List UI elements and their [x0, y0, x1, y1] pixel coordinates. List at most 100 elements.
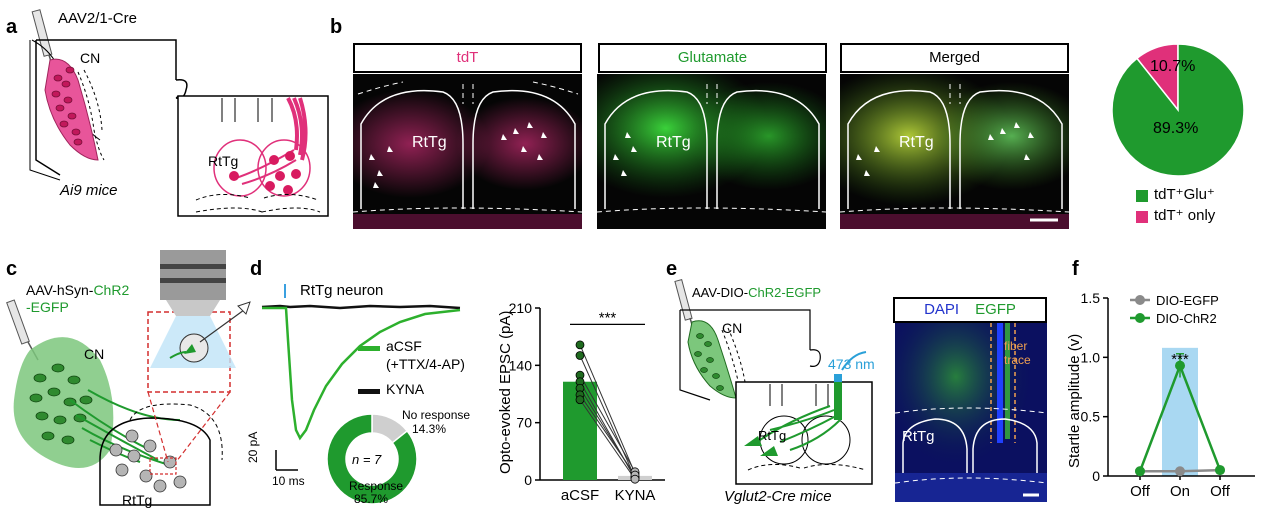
stain-label-dapi: DAPI: [924, 301, 960, 318]
stain-label-box: DAPI EGFP: [893, 297, 1047, 323]
bar-chart-ylabel: Opto-evoked EPSC (pA): [497, 310, 514, 474]
bar-category-label: KYNA: [615, 487, 656, 504]
panel-c-virus-colored: ChR2: [93, 282, 130, 298]
panel-a-schematic: [29, 9, 329, 217]
bar-y-tick-label: 140: [509, 357, 533, 373]
panel-c-virus-line2: -EGFP: [26, 299, 69, 315]
significance-stars-f: ***: [1171, 351, 1189, 368]
panel-c-schematic: [6, 250, 251, 506]
micrograph-tdt-region-label: RtTg: [412, 134, 447, 151]
data-point-acsf: [575, 340, 585, 350]
trace-label: trace: [1004, 353, 1031, 367]
panel-a-virus-label: AAV2/1-Cre: [58, 10, 137, 27]
panel-b-label: b: [330, 16, 343, 38]
series-point-dio-chr2: [1215, 465, 1225, 476]
line-x-tick-label: On: [1170, 483, 1190, 500]
panel-a-rttg-label: RtTg: [208, 153, 239, 169]
stain-label-egfp: EGFP: [975, 301, 1016, 318]
paired-line: [579, 374, 636, 473]
no-response-label: No response: [402, 408, 471, 422]
bar-chart-epsc: 0 70 140 210 aCSF KYNA ***: [509, 300, 665, 504]
panel-e-virus-label: AAV-DIO-ChR2-EGFP: [692, 285, 821, 300]
legend-label-kyna: KYNA: [386, 381, 425, 397]
epsc-traces: [261, 284, 461, 471]
micrograph-tdt: [353, 74, 582, 229]
panel-a-cn-label: CN: [80, 50, 101, 66]
panel-e-cn-label: CN: [722, 320, 743, 336]
paired-line: [579, 399, 636, 480]
line-y-tick-label: 1.5: [1081, 290, 1101, 306]
legend-swatch-acsf: [358, 346, 380, 351]
panel-e-schematic: [674, 279, 873, 485]
pie-chart-colocalization: [1111, 43, 1245, 177]
line-chart-ylabel: Startle amplitude (v): [1066, 333, 1083, 468]
no-response-pct: 14.3%: [412, 422, 447, 436]
paired-line: [579, 394, 636, 476]
legend-label-dio-egfp: DIO-EGFP: [1156, 293, 1219, 308]
response-label: Response: [349, 479, 404, 493]
scale-bar-y-label: 20 pA: [246, 431, 260, 463]
donut-slice-response: [326, 413, 418, 505]
histology-image: [895, 323, 1047, 502]
bar-y-tick-label: 0: [524, 472, 532, 488]
donut-n-label: n = 7: [352, 452, 381, 467]
line-chart-startle: 0 0.5 1.0 1.5 Off On Off DIO-EGFP DIO-ChR2 ***: [1081, 290, 1255, 500]
trace-kyna: [261, 304, 461, 310]
panel-c-virus-label: AAV-hSyn-ChR2: [26, 282, 129, 298]
channel-label-glutamate: Glutamate: [598, 43, 827, 73]
data-point-acsf: [575, 351, 585, 360]
panel-a-mice-label: Ai9 mice: [60, 182, 118, 199]
legend-label-tdt-only: tdT⁺ only: [1154, 207, 1216, 224]
legend-swatch-tdt-glu: [1136, 190, 1148, 202]
channel-label-merged: Merged: [840, 43, 1069, 73]
series-point-dio-chr2: [1175, 360, 1185, 371]
bar-y-tick-label: 70: [516, 415, 532, 431]
panel-c-virus-prefix: AAV-hSyn-: [26, 282, 94, 298]
panel-e-virus-colored: ChR2-EGFP: [748, 285, 822, 300]
legend-label-acsf-line2: (+TTX/4-AP): [386, 356, 465, 372]
legend-label-acsf-line1: aCSF: [386, 338, 422, 354]
paired-line: [579, 355, 636, 478]
micrograph-glutamate: [597, 74, 826, 229]
panel-d-label: d: [250, 258, 263, 280]
panel-e-mice-label: Vglut2-Cre mice: [724, 488, 832, 505]
panel-e-light-label: 473 nm: [828, 356, 875, 372]
panel-f-label: f: [1072, 258, 1079, 280]
legend-marker-dio-chr2: [1135, 313, 1145, 323]
line-x-tick-label: Off: [1130, 483, 1151, 500]
legend-label-tdt-glu: tdT⁺Glu⁺: [1154, 186, 1215, 203]
paired-line: [579, 344, 636, 474]
panel-d-title: RtTg neuron: [300, 282, 384, 299]
data-point-kyna: [630, 474, 640, 484]
bar-category-label: aCSF: [561, 487, 599, 504]
scale-bar-x-label: 10 ms: [272, 474, 305, 488]
pie-slice-label-tdt-only: 10.7%: [1150, 58, 1196, 75]
legend-label-dio-chr2: DIO-ChR2: [1156, 311, 1217, 326]
micrograph-merged-region-label: RtTg: [899, 134, 934, 151]
pie-slice-label-tdt-glu: 89.3%: [1153, 120, 1199, 137]
panel-c-label: c: [6, 258, 18, 280]
fiber-label: fiber: [1004, 339, 1028, 353]
donut-chart-response: [326, 413, 418, 505]
channel-label-tdt: tdT: [353, 43, 582, 73]
panel-a-label: a: [6, 16, 18, 38]
micrograph-merged: [840, 74, 1069, 229]
pie-slice-tdt-glu: [1111, 43, 1245, 177]
micrograph-glutamate-region-label: RtTg: [656, 134, 691, 151]
legend-marker-dio-egfp: [1135, 295, 1145, 305]
series-point-dio-chr2: [1135, 466, 1145, 477]
legend-swatch-tdt-only: [1136, 211, 1148, 223]
bar-y-tick-label: 210: [509, 300, 533, 316]
trace-acsf: [262, 306, 461, 441]
response-pct: 85.7%: [354, 492, 389, 506]
line-y-tick-label: 1.0: [1081, 349, 1101, 365]
histology-region-label: RtTg: [902, 428, 935, 445]
line-y-tick-label: 0: [1092, 468, 1100, 484]
line-x-tick-label: Off: [1210, 483, 1231, 500]
cn-region: [44, 58, 99, 161]
panel-e-virus-prefix: AAV-DIO-: [692, 285, 749, 300]
donut-n-text: n = 7: [352, 452, 382, 467]
significance-stars: ***: [599, 309, 617, 326]
series-point-dio-egfp: [1175, 466, 1185, 477]
panel-c-rttg-label: RtTg: [122, 492, 153, 508]
